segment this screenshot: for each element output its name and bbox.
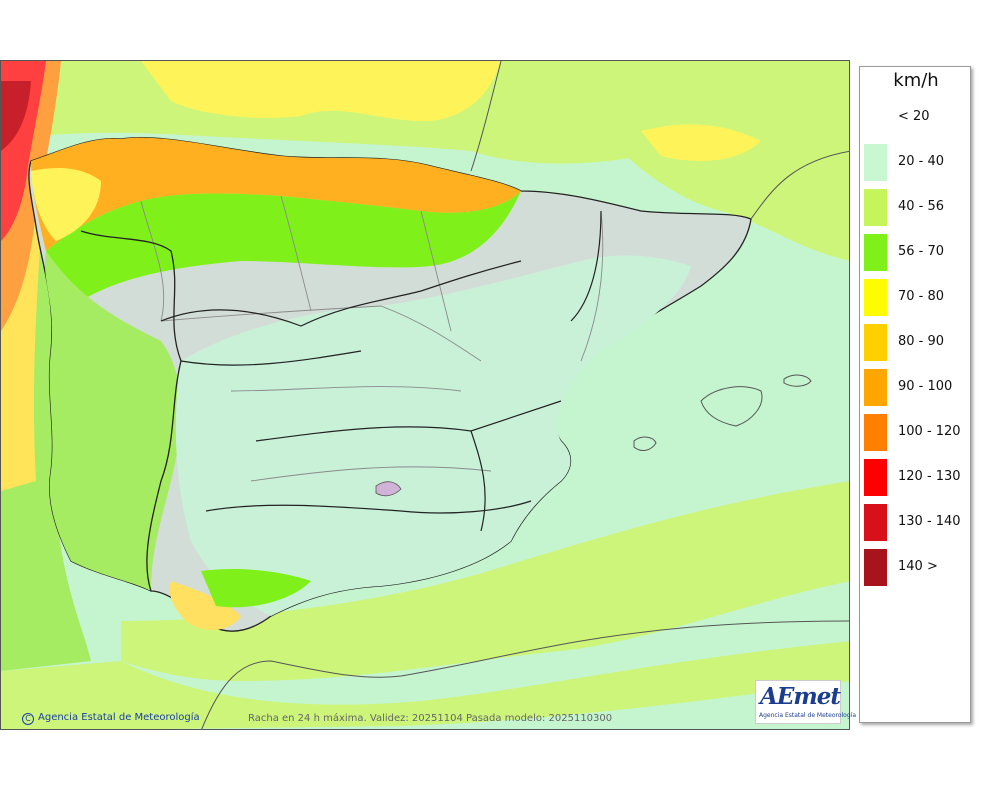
logo-word: AEmet (760, 683, 841, 710)
legend-swatch (864, 324, 887, 361)
legend-label: 20 - 40 (898, 154, 945, 169)
legend-swatch (864, 99, 887, 136)
legend-item: 70 - 80 (860, 277, 972, 317)
legend-label: 130 - 140 (898, 514, 961, 529)
north-green-belt (46, 191, 521, 301)
mallorca (700, 386, 763, 427)
central-plateau-calm (175, 255, 691, 617)
legend-item: 56 - 70 (860, 232, 972, 272)
legend-item: 140 > (860, 547, 972, 587)
legend-item: 100 - 120 (860, 412, 972, 452)
legend-label: 56 - 70 (898, 244, 945, 259)
community-borders (160, 210, 602, 532)
legend-label: 80 - 90 (898, 334, 945, 349)
logo-subtitle: Agencia Estatal de Meteorología (759, 712, 856, 719)
copyright-text: Agencia Estatal de Meteorología (38, 712, 200, 723)
south-band (1, 641, 849, 729)
copyright-icon: C (22, 713, 34, 725)
malaga-green (201, 569, 311, 608)
legend-label: 100 - 120 (898, 424, 961, 439)
legend-item: 120 - 130 (860, 457, 972, 497)
legend-label: 40 - 56 (898, 199, 945, 214)
legend-item: < 20 (860, 97, 972, 137)
ibiza (633, 436, 657, 451)
legend-panel: km/h < 20 20 - 40 40 - 56 56 - 70 70 - 80 80 … (859, 66, 971, 723)
legend-swatch (864, 459, 887, 496)
legend-swatch (864, 144, 887, 181)
legend-item: 40 - 56 (860, 187, 972, 227)
legend-swatch (864, 369, 887, 406)
legend-swatch (864, 189, 887, 226)
legend-swatch (864, 234, 887, 271)
legend-label: < 20 (898, 109, 930, 124)
legend-label: 120 - 130 (898, 469, 961, 484)
legend-swatch (864, 414, 887, 451)
france-coast (470, 61, 502, 172)
legend-unit: km/h (893, 70, 939, 91)
legend-swatch (864, 279, 887, 316)
sierra-nevada-spot (375, 481, 402, 497)
wind-gust-map (0, 60, 850, 730)
map-caption: Racha en 24 h máxima. Validez: 20251104 … (248, 713, 613, 724)
menorca (783, 374, 812, 387)
north-africa-coast (201, 620, 849, 729)
atlantic-darkred (1, 81, 31, 151)
france-med-coast (750, 150, 849, 220)
legend-item: 20 - 40 (860, 142, 972, 182)
gulf-lion-yellow (641, 124, 761, 161)
legend-item: 130 - 140 (860, 502, 972, 542)
legend-label: 90 - 100 (898, 379, 953, 394)
legend-item: 80 - 90 (860, 322, 972, 362)
legend-swatch (864, 549, 887, 586)
copyright-line: C Agencia Estatal de Meteorología (22, 712, 200, 725)
legend-item: 90 - 100 (860, 367, 972, 407)
galicia-yellow (31, 168, 101, 241)
legend-swatch (864, 504, 887, 541)
portugal-border (80, 230, 182, 592)
legend-label: 140 > (898, 559, 938, 574)
map-canvas (1, 61, 849, 729)
biscay-yellow-band (141, 61, 501, 122)
cantabrian-range-gusts (31, 137, 521, 251)
portugal-belt (44, 251, 182, 591)
legend-label: 70 - 80 (898, 289, 945, 304)
strait-gusts (169, 581, 241, 631)
aemet-logo: AEmet Agencia Estatal de Meteorología (755, 680, 856, 724)
regional-borders (140, 195, 604, 482)
alboran-band (121, 481, 849, 681)
